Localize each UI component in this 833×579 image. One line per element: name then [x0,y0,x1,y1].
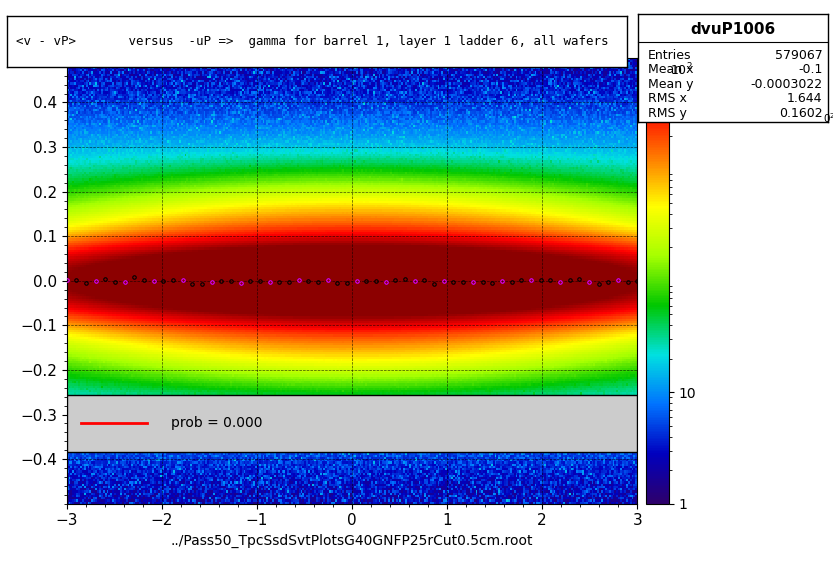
Text: -0.1: -0.1 [798,63,822,76]
Text: Mean y: Mean y [647,78,693,91]
Text: $\mathregular{0}^2$: $\mathregular{0}^2$ [823,111,833,125]
X-axis label: ../Pass50_TpcSsdSvtPlotsG40GNFP25rCut0.5cm.root: ../Pass50_TpcSsdSvtPlotsG40GNFP25rCut0.5… [171,534,533,548]
Text: -0.0003022: -0.0003022 [751,78,822,91]
Text: RMS x: RMS x [647,92,686,105]
Text: prob = 0.000: prob = 0.000 [172,416,262,430]
Text: RMS y: RMS y [647,107,686,120]
Text: <v - vP>       versus  -uP =>  gamma for barrel 1, layer 1 ladder 6, all wafers: <v - vP> versus -uP => gamma for barrel … [16,35,608,47]
Bar [67,394,637,452]
Text: Entries: Entries [647,49,691,62]
Text: 0.1602: 0.1602 [779,107,822,120]
Text: $\mathregular{10}^2$: $\mathregular{10}^2$ [670,62,692,79]
Text: 579067: 579067 [775,49,822,62]
Text: 1.644: 1.644 [787,92,822,105]
Text: dvuP1006: dvuP1006 [691,22,776,37]
Text: Mean x: Mean x [647,63,693,76]
